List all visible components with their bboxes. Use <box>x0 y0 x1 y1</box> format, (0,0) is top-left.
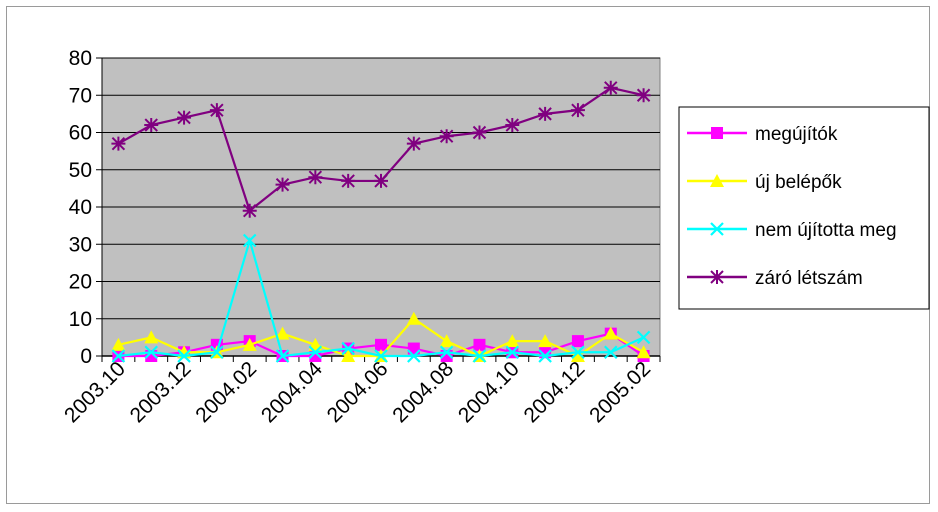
data-point <box>439 334 454 348</box>
y-tick-label: 10 <box>69 308 92 331</box>
data-point <box>341 173 356 188</box>
data-point <box>210 345 224 360</box>
series-star <box>111 80 651 218</box>
data-point <box>111 349 126 363</box>
legend: megújítók új belépők nem újította meg záró … <box>678 106 930 310</box>
x-tick-label: 2003.12 <box>126 357 196 427</box>
y-tick-label: 30 <box>69 233 92 256</box>
data-point <box>144 118 159 133</box>
data-point <box>275 326 290 340</box>
data-point <box>375 338 387 351</box>
x-axis-ticks: 2003.102003.122004.022004.042004.062004.… <box>60 356 661 427</box>
data-point <box>636 345 651 359</box>
data-point <box>538 349 552 363</box>
data-point <box>571 335 584 348</box>
legend-box <box>678 106 930 310</box>
data-point <box>571 345 585 360</box>
legend-label: megújítók <box>755 124 838 145</box>
data-point <box>209 103 224 118</box>
x-tick-label: 2004.12 <box>520 357 590 427</box>
gridlines <box>102 57 660 320</box>
data-point <box>603 345 618 360</box>
data-point <box>570 103 585 118</box>
x-tick-label: 2005.02 <box>585 357 655 427</box>
data-point <box>275 349 290 363</box>
data-point <box>242 203 257 218</box>
y-tick-label: 20 <box>69 271 92 294</box>
y-tick-label: 70 <box>69 84 92 107</box>
legend-item: megújítók <box>687 124 838 145</box>
data-point <box>472 125 487 140</box>
x-tick-label: 2004.06 <box>323 357 393 427</box>
data-point <box>603 326 618 340</box>
series-group <box>111 80 651 363</box>
data-point <box>636 330 651 345</box>
data-point <box>374 173 388 188</box>
data-point <box>710 174 724 187</box>
data-point <box>177 349 191 363</box>
x-tick-label: 2004.10 <box>454 357 524 427</box>
data-point <box>710 222 724 236</box>
data-point <box>406 136 421 151</box>
legend-label: új belépők <box>755 172 842 193</box>
data-point <box>242 337 257 351</box>
data-point <box>407 349 421 363</box>
data-point <box>636 88 651 103</box>
x-tick-label: 2004.02 <box>191 357 261 427</box>
data-point <box>111 136 126 151</box>
y-tick-label: 40 <box>69 196 92 219</box>
data-point <box>406 311 421 325</box>
legend-item: új belépők <box>687 172 842 193</box>
series-x <box>111 233 651 363</box>
data-point <box>711 127 723 139</box>
data-point <box>538 334 553 348</box>
data-point <box>505 118 520 133</box>
data-point <box>538 106 553 121</box>
data-point <box>308 170 323 185</box>
y-tick-label: 0 <box>80 345 92 368</box>
data-point <box>144 345 159 360</box>
data-point <box>505 334 520 348</box>
data-point <box>472 349 487 363</box>
data-point <box>177 110 192 125</box>
data-point <box>505 345 520 360</box>
legend-label: záró létszám <box>755 268 863 289</box>
legend-label: nem újította meg <box>755 220 897 241</box>
data-point <box>308 345 323 360</box>
data-point <box>341 349 356 362</box>
x-tick-label: 2004.04 <box>257 357 327 427</box>
data-point <box>341 341 355 356</box>
data-point <box>473 338 486 351</box>
legend-item: nem újította meg <box>687 220 897 241</box>
data-point <box>710 270 724 284</box>
data-point <box>374 349 388 363</box>
data-point <box>439 345 454 360</box>
y-tick-label: 50 <box>69 159 92 182</box>
data-point <box>111 337 126 351</box>
data-point <box>603 80 618 95</box>
x-tick-label: 2004.08 <box>388 357 458 427</box>
data-point <box>275 177 290 192</box>
legend-item: záró létszám <box>687 268 863 289</box>
data-point <box>242 233 257 248</box>
data-point <box>144 330 159 344</box>
data-point <box>439 129 454 144</box>
x-tick-label: 2003.10 <box>60 357 130 427</box>
y-tick-label: 60 <box>69 122 92 145</box>
y-tick-label: 80 <box>69 47 92 70</box>
data-point <box>570 349 585 362</box>
